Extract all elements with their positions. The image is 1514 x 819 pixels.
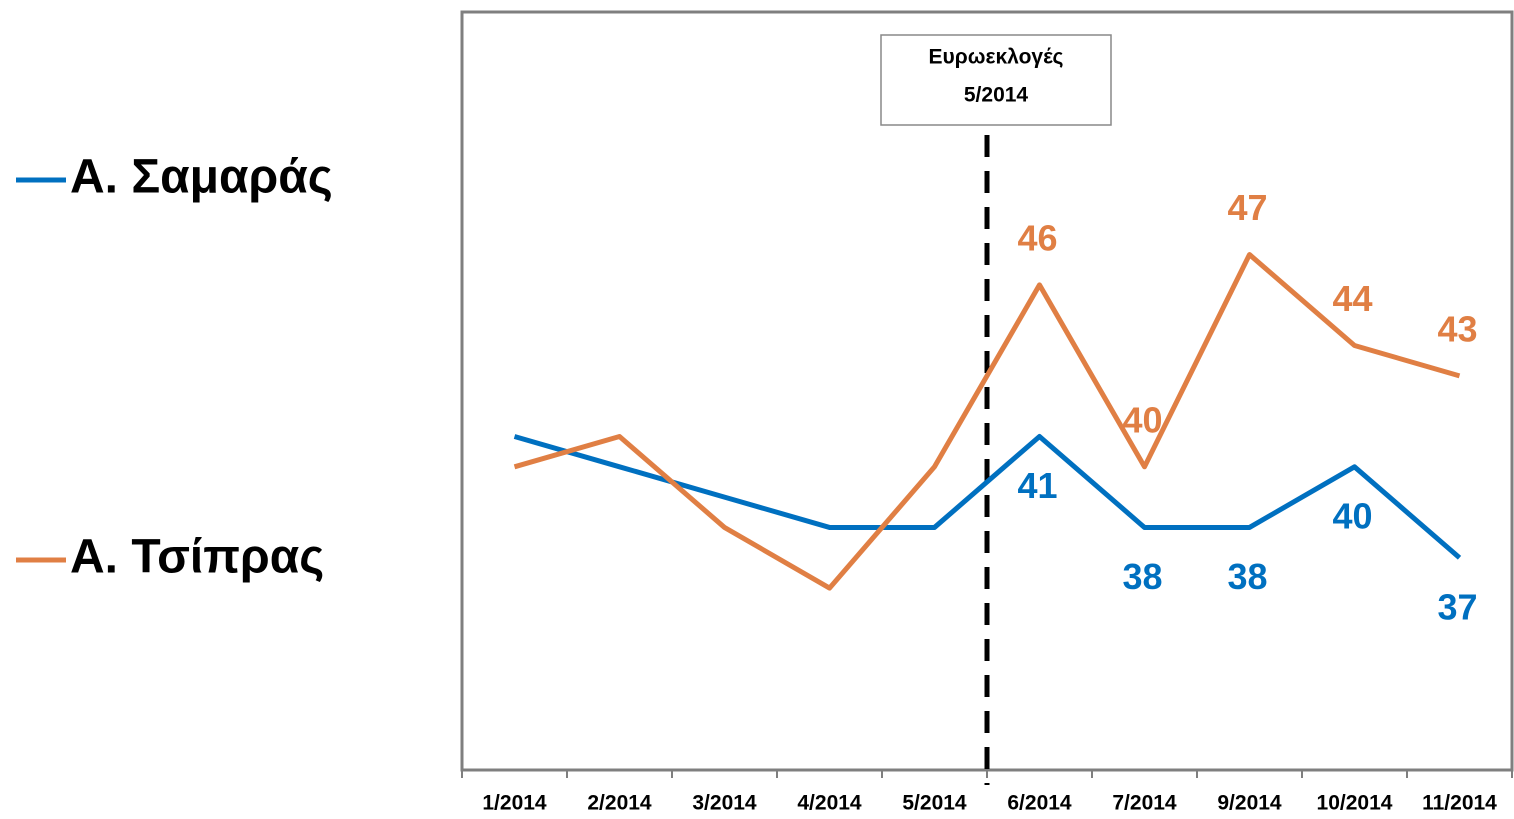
x-tick-label: 10/2014 <box>1317 792 1393 815</box>
x-tick-label: 7/2014 <box>1112 792 1177 815</box>
legend-label: Α. Τσίπρας <box>70 531 324 584</box>
x-tick-label: 1/2014 <box>482 792 547 815</box>
annotation-text: Ευρωεκλογές <box>929 46 1064 69</box>
data-label: 41 <box>1017 465 1057 506</box>
legend-label: Α. Σαμαράς <box>70 151 333 204</box>
data-label: 47 <box>1227 187 1267 228</box>
x-tick-label: 11/2014 <box>1422 792 1497 815</box>
data-label: 40 <box>1122 399 1162 440</box>
x-tick-label: 4/2014 <box>797 792 862 815</box>
data-label: 38 <box>1122 556 1162 597</box>
data-label: 46 <box>1017 217 1057 258</box>
series-line <box>513 252 1461 591</box>
data-label: 37 <box>1437 586 1477 627</box>
x-tick-label: 6/2014 <box>1007 792 1072 815</box>
data-label: 40 <box>1332 495 1372 536</box>
x-tick-label: 9/2014 <box>1217 792 1282 815</box>
annotation-box <box>880 34 1112 126</box>
data-label: 43 <box>1437 308 1477 349</box>
data-label: 44 <box>1332 278 1372 319</box>
data-label: 38 <box>1227 556 1267 597</box>
x-tick-label: 2/2014 <box>587 792 652 815</box>
x-tick-label: 3/2014 <box>692 792 757 815</box>
x-tick-label: 5/2014 <box>902 792 967 815</box>
annotation-text: 5/2014 <box>964 84 1029 107</box>
